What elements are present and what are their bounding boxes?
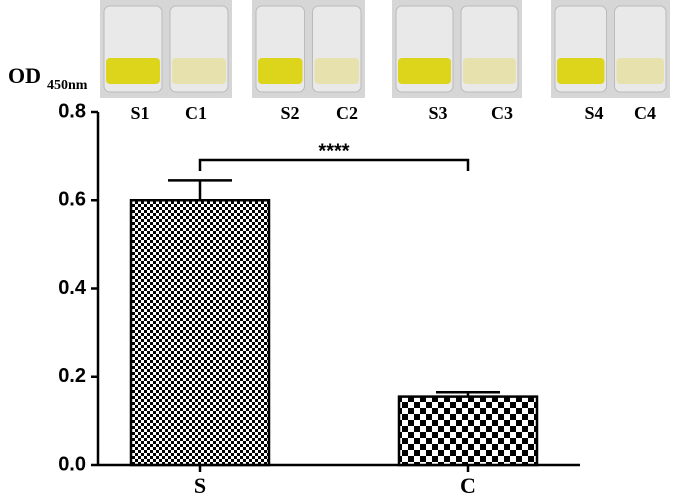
cuvette-photos: [100, 0, 670, 98]
bar: [129, 199, 271, 467]
bar: [397, 395, 539, 467]
liquid: [463, 58, 516, 84]
y-axis-label: OD: [8, 63, 41, 88]
x-tick-label: C: [460, 473, 476, 498]
liquid: [258, 58, 303, 84]
y-tick-label: 0.4: [58, 277, 87, 299]
liquid: [398, 58, 451, 84]
liquid: [557, 58, 605, 84]
photo-label: C1: [185, 103, 207, 123]
photo-label: S4: [584, 103, 603, 123]
liquid: [616, 58, 664, 84]
photo-label: C2: [336, 103, 358, 123]
y-tick-label: 0.0: [58, 453, 86, 475]
liquid: [172, 58, 226, 84]
annotation: ****: [318, 140, 349, 162]
photo-label: S2: [280, 103, 299, 123]
y-tick-label: 0.6: [58, 189, 86, 211]
liquid: [106, 58, 160, 84]
photo-label: S1: [130, 103, 149, 123]
y-tick-label: 0.8: [58, 100, 86, 122]
liquid: [314, 58, 359, 84]
photo-label: C3: [491, 103, 513, 123]
y-tick-label: 0.2: [58, 365, 86, 387]
photo-label: S3: [428, 103, 447, 123]
photo-label: C4: [634, 103, 656, 123]
x-tick-label: S: [194, 473, 206, 498]
significance-bracket: [198, 158, 470, 171]
y-axis-label-sub: 450nm: [47, 78, 88, 93]
